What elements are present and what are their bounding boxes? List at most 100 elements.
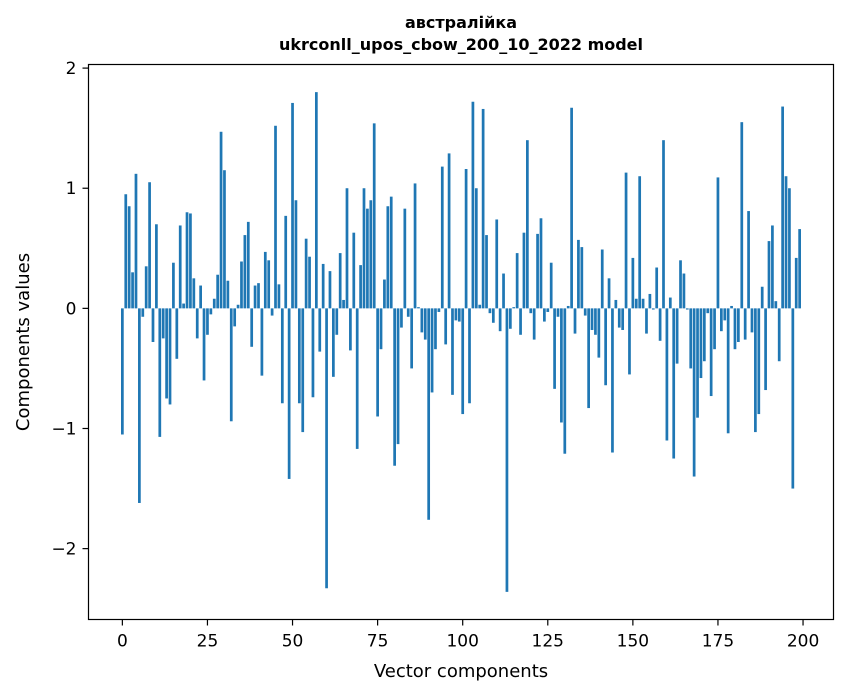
bar-7 <box>144 266 148 309</box>
bar-116 <box>515 253 519 309</box>
bar-63 <box>335 308 339 335</box>
bar-81 <box>396 308 400 445</box>
bar-106 <box>481 108 485 309</box>
bar-89 <box>423 308 427 340</box>
bar-51 <box>294 200 298 309</box>
bar-174 <box>713 308 716 350</box>
bar-9 <box>151 308 155 342</box>
bar-77 <box>383 279 386 309</box>
bar-38 <box>250 308 254 347</box>
bar-80 <box>393 308 396 466</box>
bar-44 <box>270 308 274 316</box>
bar-133 <box>573 308 577 334</box>
bar-117 <box>519 308 522 335</box>
x-tick-label-175: 175 <box>702 632 734 652</box>
bar-119 <box>526 140 529 309</box>
bar-25 <box>206 308 209 335</box>
bar-82 <box>400 308 403 328</box>
bar-166 <box>685 308 689 310</box>
bar-186 <box>754 308 757 433</box>
bar-6 <box>141 308 145 317</box>
bar-121 <box>532 308 536 340</box>
y-tick-label--1: −1 <box>51 419 76 439</box>
bar-39 <box>253 285 257 309</box>
plot-frame <box>87 63 835 621</box>
bar-112 <box>502 273 505 309</box>
bar-168 <box>692 308 696 477</box>
bar-159 <box>662 140 665 309</box>
bar-52 <box>297 308 301 404</box>
bar-56 <box>311 308 315 398</box>
bar-4 <box>134 173 138 309</box>
y-axis-ticks: −2 −1 0 1 2 <box>51 59 89 560</box>
bar-85 <box>410 308 414 369</box>
bar-12 <box>161 308 165 339</box>
bar-57 <box>314 92 318 309</box>
bar-140 <box>597 308 601 358</box>
bar-161 <box>668 297 672 309</box>
bar-5 <box>138 308 141 503</box>
bar-62 <box>332 308 335 377</box>
bar-47 <box>280 308 284 404</box>
bar-2 <box>127 206 131 309</box>
bar-153 <box>641 298 645 309</box>
bar-160 <box>665 308 669 441</box>
bar-54 <box>304 238 308 309</box>
bar-196 <box>788 188 791 309</box>
bar-148 <box>624 172 628 309</box>
x-tick-label-50: 50 <box>282 632 304 652</box>
bar-169 <box>696 308 699 418</box>
bar-185 <box>750 308 754 333</box>
bar-192 <box>774 301 778 309</box>
bar-182 <box>740 122 744 309</box>
bar-17 <box>178 225 182 309</box>
bar-11 <box>158 308 162 437</box>
bar-50 <box>291 102 294 309</box>
bar-191 <box>771 225 774 309</box>
bar-73 <box>369 200 373 309</box>
bar-41 <box>260 308 264 376</box>
bar-126 <box>549 262 553 309</box>
bar-16 <box>175 308 179 359</box>
bar-92 <box>434 308 437 350</box>
bar-152 <box>638 176 642 309</box>
x-tick-label-150: 150 <box>617 632 649 652</box>
bar-20 <box>189 213 192 309</box>
bar-100 <box>461 308 465 415</box>
bar-135 <box>580 247 584 309</box>
bar-139 <box>594 308 597 335</box>
bar-72 <box>366 208 369 309</box>
bar-187 <box>757 308 761 415</box>
x-tick-label-75: 75 <box>367 632 389 652</box>
bar-45 <box>274 125 277 309</box>
bar-158 <box>658 308 662 341</box>
bar-109 <box>491 308 495 323</box>
bar-83 <box>403 208 407 309</box>
bar-198 <box>794 257 798 309</box>
bar-107 <box>485 235 488 309</box>
bar-88 <box>420 308 424 333</box>
bar-134 <box>577 239 580 309</box>
bar-130 <box>563 308 567 454</box>
bar-181 <box>737 308 740 342</box>
bar-104 <box>474 188 478 309</box>
bar-150 <box>631 257 635 309</box>
bar-19 <box>185 212 189 309</box>
x-tick-label-0: 0 <box>117 632 128 652</box>
bar-68 <box>352 232 356 309</box>
bar-35 <box>240 261 243 309</box>
bar-180 <box>733 308 737 350</box>
bar-78 <box>386 206 390 309</box>
bar-171 <box>702 308 706 362</box>
bar-22 <box>195 308 199 339</box>
y-tick-label-0: 0 <box>66 299 77 319</box>
bar-96 <box>447 153 451 309</box>
bar-33 <box>233 308 237 327</box>
bar-23 <box>199 285 202 309</box>
bar-156 <box>651 308 655 310</box>
bar-189 <box>764 308 767 391</box>
bar-147 <box>621 308 625 330</box>
bar-179 <box>730 305 733 309</box>
x-tick-label-100: 100 <box>446 632 478 652</box>
bar-108 <box>488 308 492 314</box>
